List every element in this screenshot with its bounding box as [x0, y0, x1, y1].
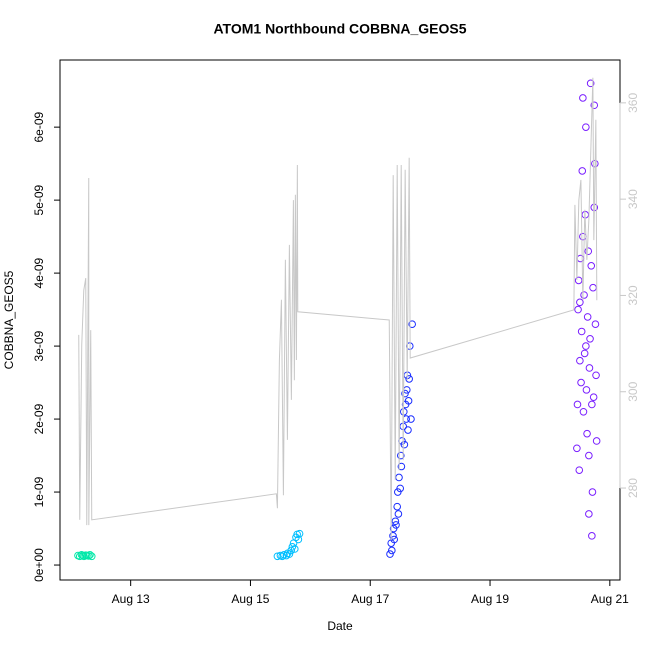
point	[588, 532, 596, 540]
y-axis-label: COBBNA_GEOS5	[2, 270, 16, 369]
point	[592, 437, 601, 445]
point	[585, 510, 593, 518]
x-tick-label: Aug 21	[591, 592, 629, 606]
point	[408, 320, 416, 328]
point	[587, 262, 596, 270]
point	[397, 462, 406, 471]
point	[389, 532, 397, 540]
point	[290, 545, 299, 553]
point	[588, 488, 597, 496]
point	[576, 298, 584, 307]
x-tick-label: Aug 17	[351, 592, 389, 606]
point	[592, 371, 600, 380]
point	[394, 510, 403, 518]
point	[580, 291, 588, 299]
point	[295, 529, 304, 538]
y2-tick-label: 280	[626, 478, 640, 498]
x-tick-label: Aug 13	[112, 592, 150, 606]
point	[579, 94, 587, 102]
point	[407, 415, 415, 423]
point	[576, 254, 585, 263]
point	[400, 440, 409, 449]
point	[582, 342, 590, 350]
point	[391, 517, 400, 526]
y2-tick-label: 360	[626, 93, 640, 113]
y-tick-label: 4e-09	[32, 257, 46, 288]
y-tick-label: 1e-09	[32, 476, 46, 507]
point	[573, 444, 581, 453]
point	[588, 400, 596, 409]
point	[396, 484, 404, 493]
point	[404, 426, 412, 434]
point	[395, 473, 403, 482]
point	[576, 356, 584, 365]
y-tick-label: 5e-09	[32, 184, 46, 215]
point	[586, 79, 595, 88]
point	[584, 247, 593, 256]
point	[589, 283, 597, 292]
point	[388, 546, 396, 555]
y-tick-label: 3e-09	[32, 330, 46, 361]
point	[392, 521, 400, 529]
point	[78, 551, 87, 560]
point	[393, 502, 401, 511]
y-tick-label: 2e-09	[32, 403, 46, 434]
point	[583, 429, 591, 438]
point	[577, 327, 586, 336]
point	[591, 320, 600, 328]
point	[396, 451, 405, 460]
x-tick-label: Aug 15	[231, 592, 269, 606]
point	[575, 466, 584, 474]
point	[404, 397, 413, 405]
point	[586, 334, 594, 343]
point	[401, 389, 409, 398]
point	[86, 551, 94, 559]
point	[287, 546, 295, 555]
point	[579, 407, 588, 416]
point	[582, 386, 591, 394]
line	[78, 77, 598, 541]
point	[87, 552, 96, 561]
x-axis-label: Date	[327, 619, 353, 633]
chart-title: ATOM1 Northbound COBBNA_GEOS5	[213, 21, 466, 37]
point	[585, 451, 593, 460]
y-tick-label: 6e-09	[32, 111, 46, 142]
point	[84, 552, 93, 560]
x-tick-label: Aug 19	[471, 592, 509, 606]
point	[590, 101, 599, 110]
point	[386, 550, 394, 558]
y2-tick-label: 300	[626, 381, 640, 401]
point	[577, 378, 585, 387]
y2-tick-label: 340	[626, 189, 640, 209]
point	[573, 400, 582, 409]
point	[405, 375, 413, 383]
point	[574, 305, 582, 314]
point	[579, 232, 587, 241]
point	[580, 349, 589, 358]
point	[285, 550, 294, 558]
point	[578, 167, 587, 175]
plot-frame	[59, 59, 621, 581]
y2-tick-label: 320	[626, 285, 640, 305]
point	[585, 364, 594, 372]
point	[574, 276, 583, 285]
y-tick-label: 0e+00	[32, 548, 46, 582]
point	[582, 123, 590, 131]
point	[294, 535, 303, 544]
point	[288, 542, 297, 551]
point	[583, 313, 592, 321]
point	[589, 393, 598, 401]
